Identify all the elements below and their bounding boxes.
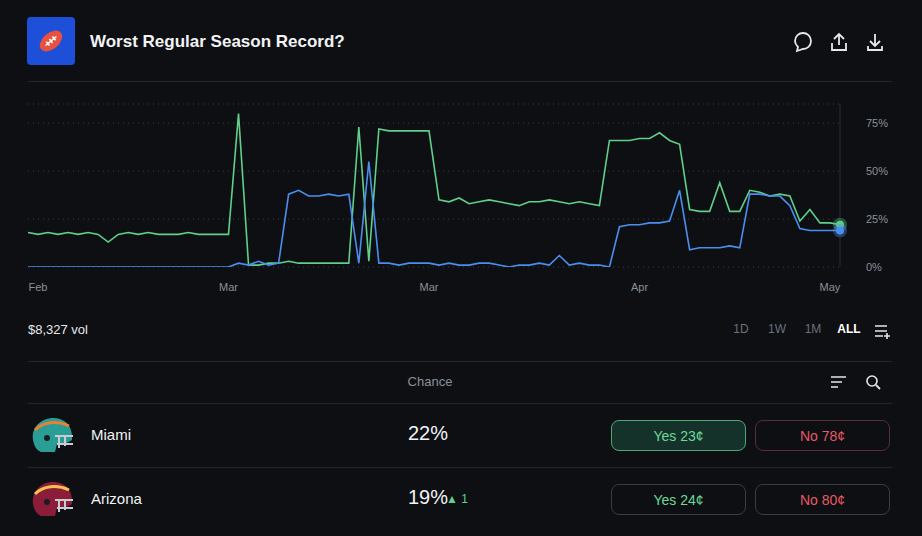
html-text:Yes 23¢: Yes 23¢ — [653, 427, 704, 444]
svg-text:50%: 50% — [866, 165, 888, 177]
html-text:1M: 1M — [804, 322, 822, 336]
html-text:$8,327 vol: $8,327 vol — [28, 322, 88, 337]
svg-text:75%: 75% — [866, 117, 888, 129]
html-text:Miami: Miami — [91, 426, 131, 443]
html-text:Worst Regular Season Record?: Worst Regular Season Record? — [90, 32, 345, 51]
html-text:22%: 22% — [408, 422, 448, 444]
svg-text:25%: 25% — [866, 213, 888, 225]
html-text:ALL: ALL — [837, 322, 861, 336]
html-text:1D: 1D — [733, 322, 749, 336]
html-text:Chance: Chance — [407, 374, 453, 389]
html-text:19%▲ 1: 19%▲ 1 — [408, 486, 468, 508]
svg-text:Feb: Feb — [29, 281, 48, 293]
html-text:Arizona: Arizona — [91, 490, 142, 507]
html-text:Yes 24¢: Yes 24¢ — [653, 491, 704, 508]
svg-text:Apr: Apr — [631, 281, 648, 293]
svg-text:Mar: Mar — [219, 281, 238, 293]
svg-text:Mar: Mar — [420, 281, 439, 293]
svg-text:May: May — [820, 281, 841, 293]
html-text:No 78¢: No 78¢ — [799, 427, 846, 444]
html-text:No 80¢: No 80¢ — [799, 491, 846, 508]
html-text:1W: 1W — [768, 322, 786, 336]
svg-text:0%: 0% — [866, 261, 882, 273]
